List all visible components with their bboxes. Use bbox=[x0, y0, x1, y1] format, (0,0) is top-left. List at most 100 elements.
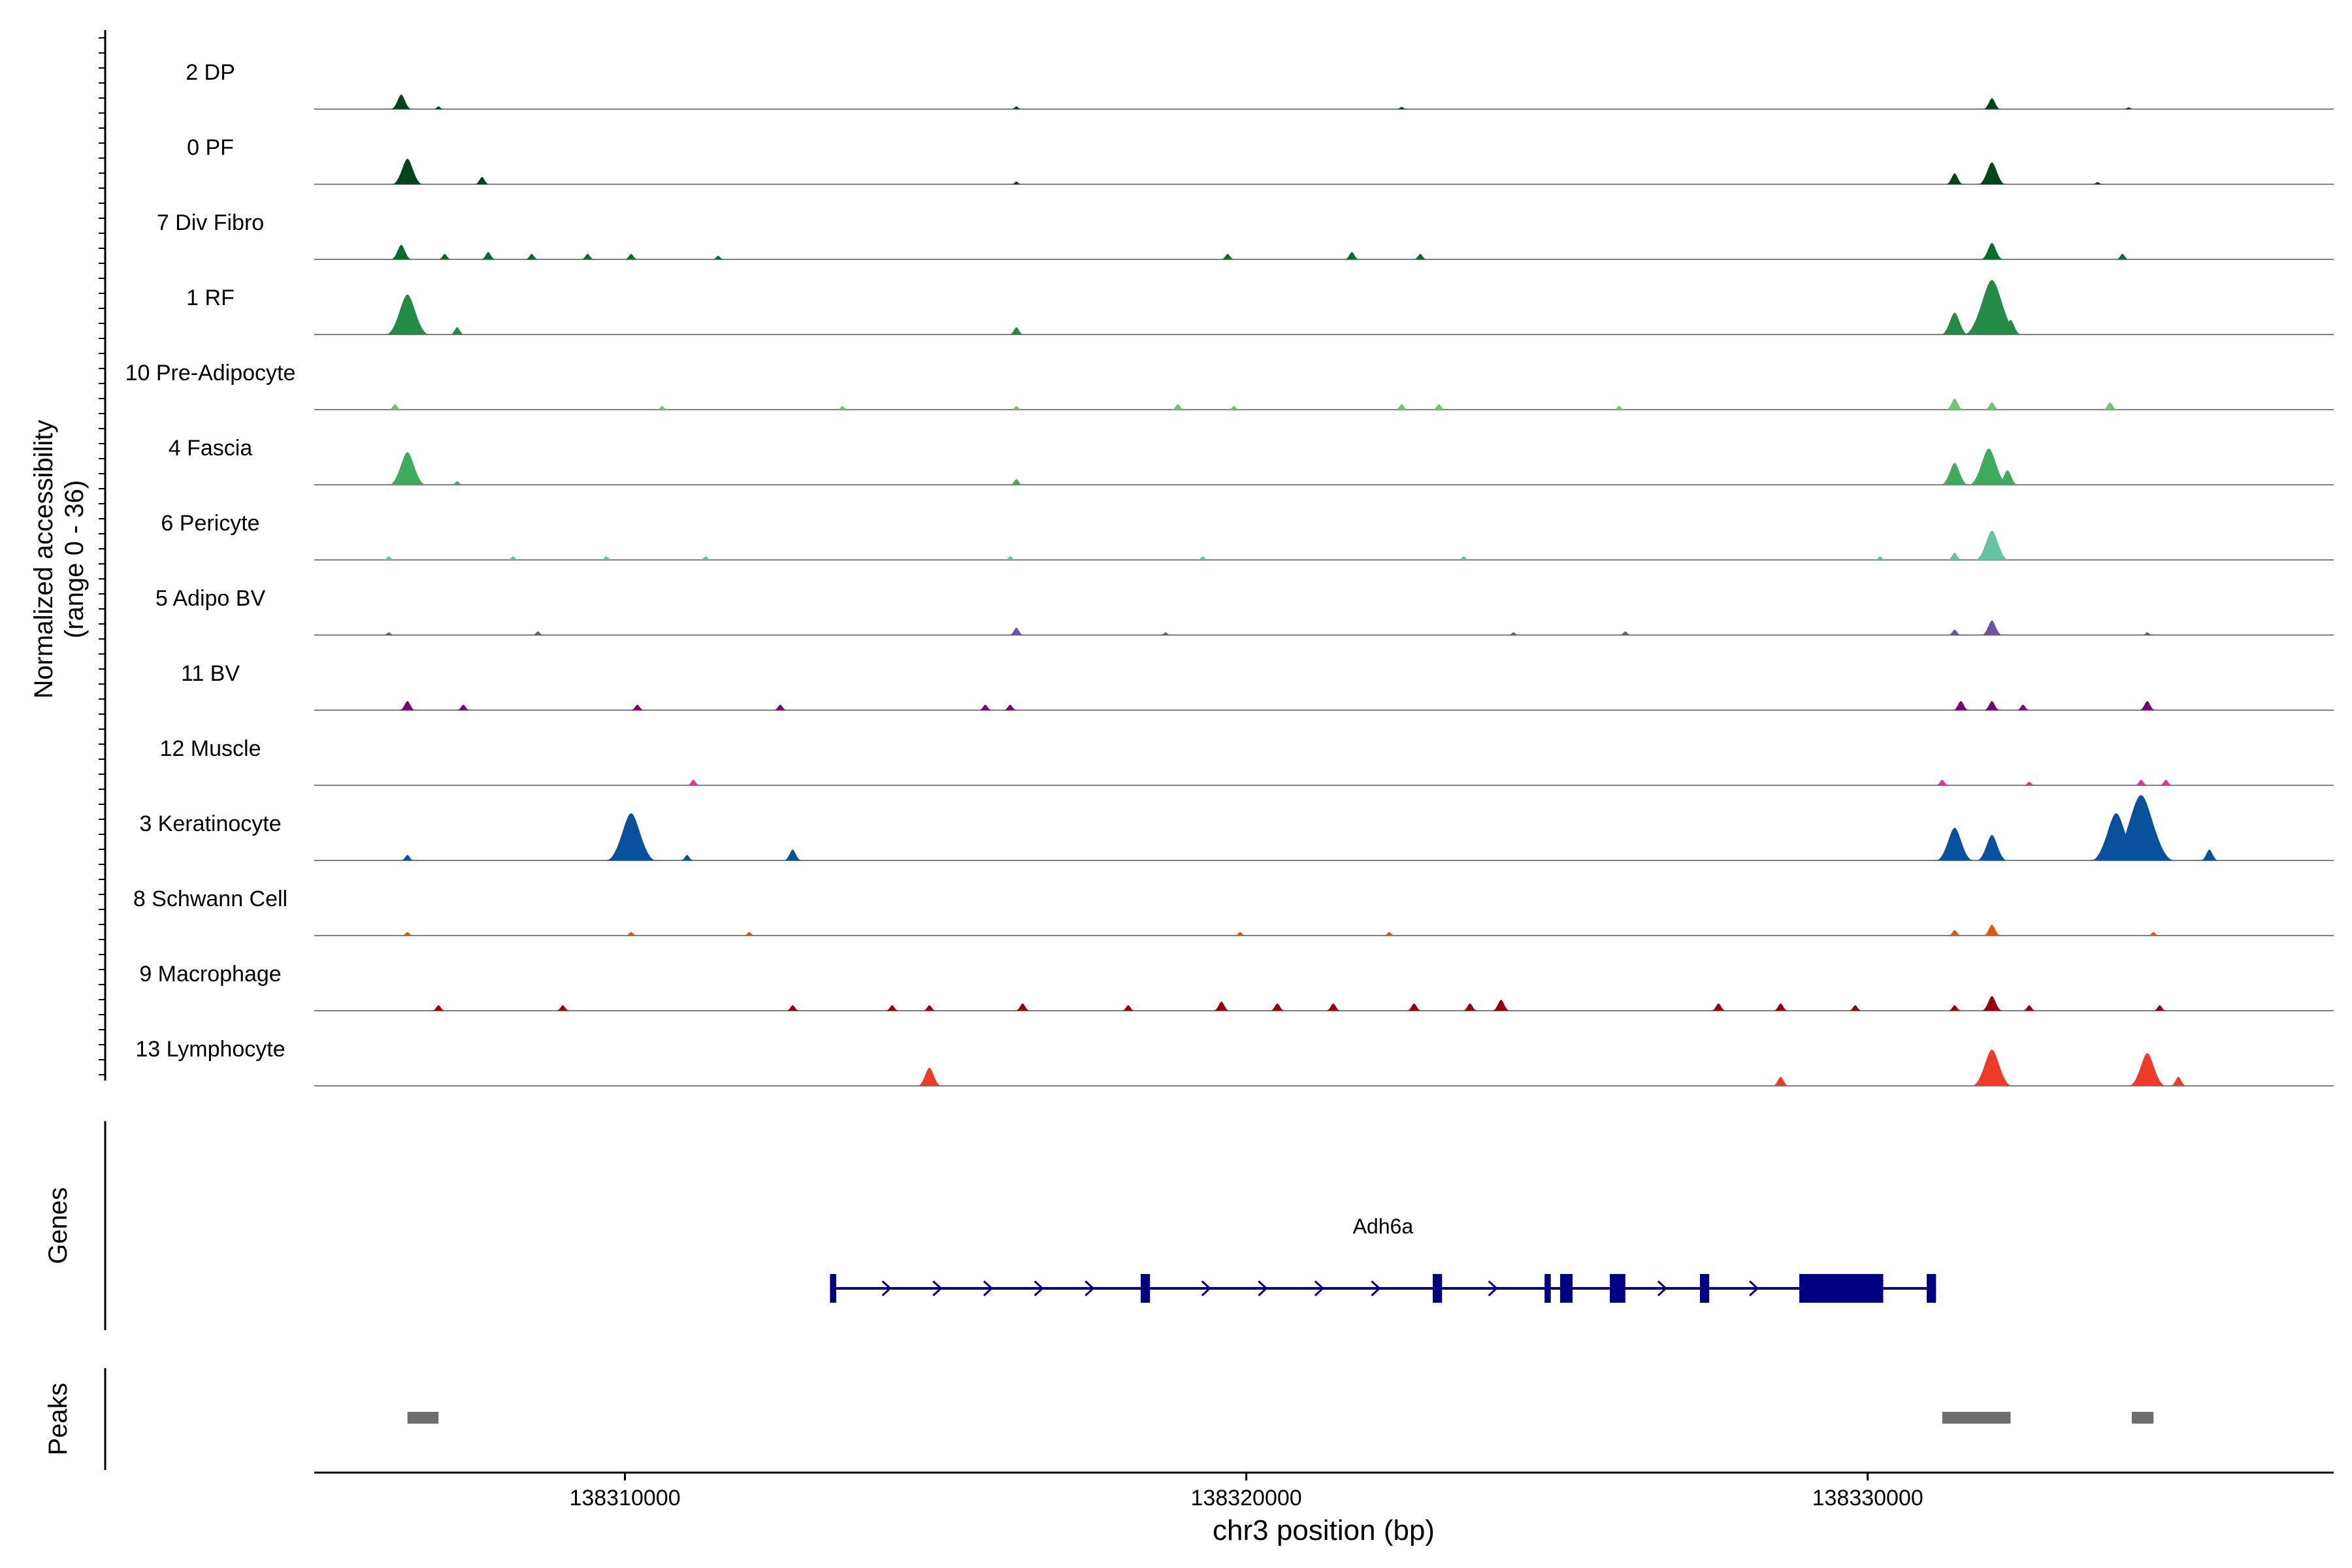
coverage-peak bbox=[1948, 629, 1961, 635]
coverage-peak bbox=[1978, 162, 2006, 184]
coverage-peak bbox=[1948, 930, 1961, 936]
coverage-peak bbox=[2148, 932, 2159, 936]
coverage-peak bbox=[1508, 632, 1519, 635]
coverage-peak bbox=[581, 253, 595, 259]
coverage-peak bbox=[481, 252, 496, 259]
coverage-peak bbox=[600, 556, 612, 560]
coverage-peak bbox=[1009, 479, 1023, 485]
coverage-peak bbox=[391, 244, 412, 259]
coverage-peak bbox=[1971, 1049, 2012, 1086]
strand-arrow bbox=[1034, 1280, 1044, 1297]
coverage-peak bbox=[2200, 849, 2219, 860]
y-axis-label-line2: (range 0 - 36) bbox=[60, 480, 89, 638]
track-4: 1 RF bbox=[186, 280, 2334, 335]
track-5: 10 Pre-Adipocyte bbox=[125, 361, 2334, 410]
peak-region bbox=[2131, 1412, 2154, 1424]
coverage-peak bbox=[885, 1005, 899, 1011]
strand-arrow bbox=[1085, 1280, 1095, 1297]
coverage-peak bbox=[657, 406, 668, 410]
track-label: 12 Muscle bbox=[160, 736, 261, 761]
coverage-peak bbox=[1968, 448, 2010, 485]
strand-arrow bbox=[1488, 1280, 1498, 1297]
coverage-peak bbox=[385, 294, 430, 335]
gene-exon bbox=[1609, 1274, 1625, 1303]
track-label: 8 Schwann Cell bbox=[133, 887, 287, 911]
track-13: 9 Macrophage bbox=[139, 962, 2334, 1011]
coverage-peak bbox=[2108, 795, 2175, 860]
coverage-peak bbox=[783, 849, 802, 860]
coverage-peak bbox=[2129, 1053, 2166, 1086]
coverage-peak bbox=[2023, 781, 2035, 785]
x-axis-ticks: 138310000 138320000 138330000 bbox=[569, 1473, 1923, 1511]
coverage-peak bbox=[1613, 406, 1625, 410]
gene-exon bbox=[1799, 1274, 1884, 1303]
track-7: 6 Pericyte bbox=[161, 511, 2334, 561]
track-label: 3 Keratinocyte bbox=[139, 811, 281, 836]
coverage-peak bbox=[402, 932, 414, 936]
coverage-peak bbox=[384, 632, 395, 635]
coverage-peak bbox=[1407, 1003, 1422, 1011]
coverage-peak bbox=[917, 1068, 942, 1086]
coverage-peak bbox=[507, 556, 519, 560]
coverage-peak bbox=[1620, 631, 1631, 635]
strand-arrow bbox=[1749, 1280, 1759, 1297]
coverage-peak bbox=[2016, 704, 2030, 710]
strand-arrow bbox=[881, 1280, 892, 1297]
coverage-peak bbox=[1936, 828, 1974, 860]
coverage-peak bbox=[2115, 253, 2129, 259]
coverage-peak bbox=[532, 631, 544, 635]
coverage-peak bbox=[433, 106, 444, 109]
strand-arrow bbox=[1314, 1280, 1325, 1297]
coverage-peak bbox=[1015, 1003, 1030, 1011]
coverage-peak bbox=[1983, 98, 2001, 109]
x-tick-label: 138320000 bbox=[1191, 1486, 1302, 1511]
track-label: 7 Div Fibro bbox=[157, 210, 264, 235]
coverage-peak bbox=[383, 556, 395, 560]
coverage-peak bbox=[1936, 779, 1949, 785]
coverage-peak bbox=[1234, 932, 1246, 936]
y-axis-label-line1: Normalized accessibility bbox=[29, 420, 58, 699]
coverage-peak bbox=[630, 704, 644, 710]
coverage-peak bbox=[606, 813, 657, 860]
coverage-peak bbox=[1492, 1000, 1511, 1011]
coverage-peak bbox=[786, 1005, 800, 1011]
coverage-peak bbox=[979, 704, 992, 710]
coverage-peak bbox=[392, 159, 423, 184]
track-2: 0 PF bbox=[187, 135, 2334, 185]
x-tick-label: 138310000 bbox=[569, 1486, 680, 1511]
coverage-peak bbox=[1997, 470, 2018, 485]
strand-arrow bbox=[983, 1280, 994, 1297]
coverage-tracks: 2 DP 0 PF 7 Div Fibro 1 RF 10 Pre-Adipocyte 4… bbox=[125, 60, 2334, 1086]
gene-exon bbox=[1140, 1274, 1151, 1303]
gene-exon bbox=[1927, 1274, 1936, 1303]
coverage-peak bbox=[1270, 1003, 1285, 1011]
coverage-peak bbox=[1122, 1005, 1135, 1011]
track-label: 9 Macrophage bbox=[139, 962, 281, 987]
coverage-peak bbox=[2102, 402, 2117, 410]
coverage-peak bbox=[1160, 632, 1171, 635]
coverage-peak bbox=[1326, 1003, 1341, 1011]
coverage-peak bbox=[1940, 463, 1968, 485]
coverage-peak bbox=[712, 255, 724, 259]
coverage-peak bbox=[1953, 701, 1969, 710]
coverage-peak bbox=[1976, 835, 2008, 860]
coverage-peak bbox=[625, 253, 638, 259]
track-label: 10 Pre-Adipocyte bbox=[125, 361, 296, 385]
coverage-peak bbox=[1981, 996, 2002, 1011]
track-14: 13 Lymphocyte bbox=[135, 1037, 2334, 1086]
coverage-peak bbox=[836, 406, 848, 410]
peaks-track-label: Peaks bbox=[44, 1382, 73, 1455]
gene-exon bbox=[1544, 1274, 1551, 1303]
coverage-peak bbox=[743, 932, 755, 936]
coverage-peak bbox=[1011, 181, 1022, 184]
coverage-peak bbox=[1946, 173, 1964, 184]
coverage-peak bbox=[700, 556, 711, 560]
coverage-peak bbox=[1197, 556, 1209, 560]
coverage-peak bbox=[1948, 1005, 1961, 1011]
x-axis-title: chr3 position (bp) bbox=[1213, 1514, 1435, 1546]
coverage-peak bbox=[391, 94, 412, 109]
coverage-peak bbox=[457, 704, 470, 710]
coverage-peak bbox=[556, 1005, 570, 1011]
coverage-peak bbox=[1981, 620, 2002, 635]
